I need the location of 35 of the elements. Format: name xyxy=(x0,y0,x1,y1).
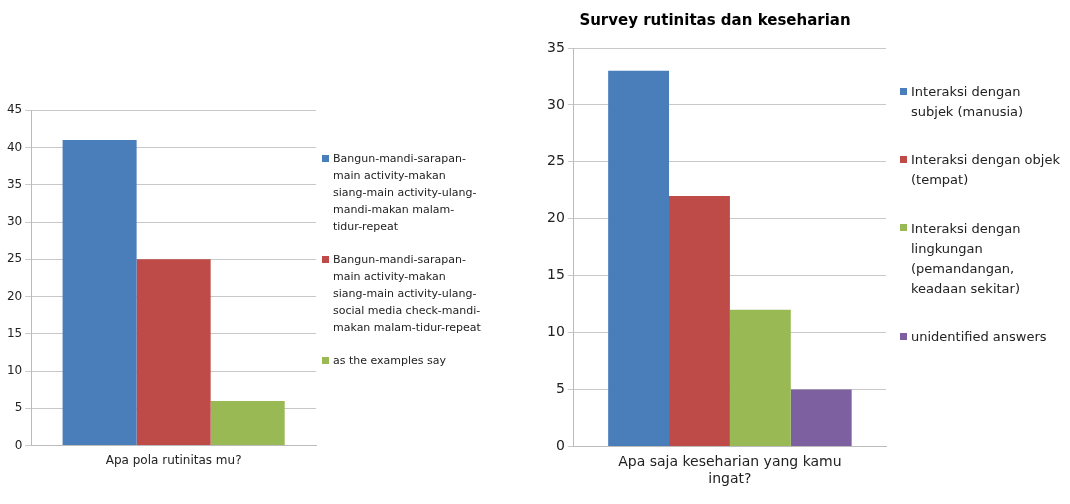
legend-label: Interaksi dengan lingkungan (pemandangan, keadaan sekitar) xyxy=(911,219,1022,298)
x-tick-label: Apa pola rutinitas mu? xyxy=(105,452,242,467)
y-tick-label: 20 xyxy=(6,288,23,303)
bar xyxy=(729,309,791,446)
y-tick-label: 25 xyxy=(6,251,23,266)
bar xyxy=(790,389,852,446)
bar xyxy=(669,195,730,446)
y-tick-label: 35 xyxy=(546,38,565,55)
y-tick-label: 45 xyxy=(6,102,23,117)
y-tick-label: 0 xyxy=(14,437,23,452)
y-tick-label: 0 xyxy=(555,437,565,454)
y-tick-label: 10 xyxy=(546,323,565,340)
legend-label: Bangun-mandi-sarapan-main activity-makan siang-main activity-ulang-mandi-makan malam-tidur-repeat xyxy=(333,151,478,236)
legend-label: as the examples say xyxy=(333,353,447,370)
y-tick-label: 30 xyxy=(546,95,565,112)
bar xyxy=(210,400,285,446)
y-tick-label: 5 xyxy=(14,400,23,415)
y-tick-label: 40 xyxy=(6,139,23,154)
y-tick-label: 20 xyxy=(546,209,565,226)
y-tick-label: 15 xyxy=(6,325,23,340)
legend-label: Interaksi dengan subjek (manusia) xyxy=(911,83,1025,122)
chart-title: Survey rutinitas dan keseharian xyxy=(579,10,851,29)
bar xyxy=(608,70,670,446)
legend-label: Interaksi dengan objek (tempat) xyxy=(911,151,1061,190)
y-tick-label: 10 xyxy=(6,363,23,378)
legend-label: unidentified answers xyxy=(911,328,1047,347)
bar xyxy=(136,259,211,446)
y-tick-label: 5 xyxy=(555,380,565,397)
y-tick-label: 25 xyxy=(546,152,565,169)
y-tick-label: 35 xyxy=(6,176,23,191)
legend-label: Bangun-mandi-sarapan-main activity-makan siang-main activity-ulang-social media check-mandi-makan malam-tidur-repeat xyxy=(333,252,482,337)
x-tick-label: Apa saja keseharian yang kamu ingat? xyxy=(618,453,842,487)
bar xyxy=(62,140,137,446)
y-tick-label: 15 xyxy=(546,266,565,283)
y-tick-label: 30 xyxy=(6,214,23,229)
